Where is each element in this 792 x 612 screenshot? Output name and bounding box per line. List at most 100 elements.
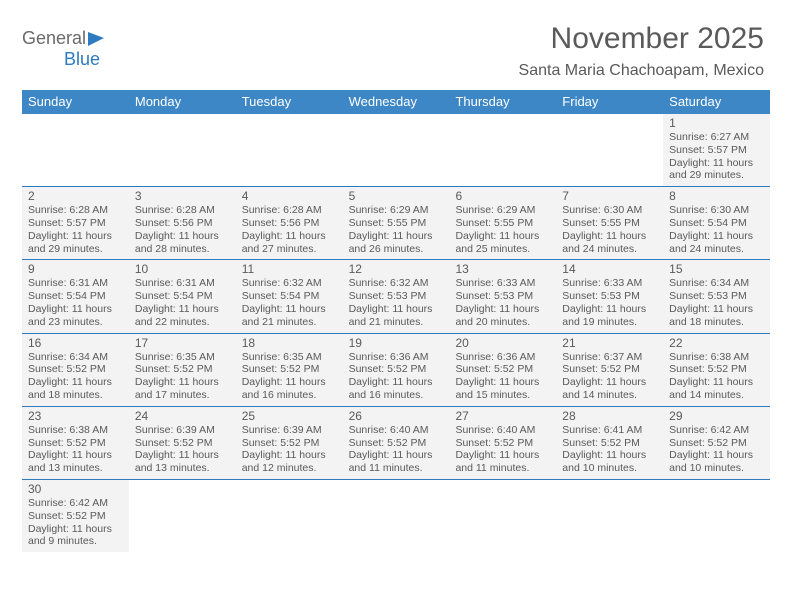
daylight-text: Daylight: 11 hours xyxy=(562,376,659,389)
daylight-text: and 21 minutes. xyxy=(242,316,339,329)
daylight-text: and 29 minutes. xyxy=(669,169,766,182)
sunset-text: Sunset: 5:52 PM xyxy=(349,363,446,376)
day-cell: 9Sunrise: 6:31 AMSunset: 5:54 PMDaylight… xyxy=(22,260,129,332)
brand-part1: General xyxy=(22,28,86,48)
day-number: 27 xyxy=(455,409,552,423)
day-cell xyxy=(236,480,343,552)
daylight-text: and 24 minutes. xyxy=(669,243,766,256)
day-number: 23 xyxy=(28,409,125,423)
daylight-text: and 19 minutes. xyxy=(562,316,659,329)
day-number: 16 xyxy=(28,336,125,350)
daylight-text: Daylight: 11 hours xyxy=(135,449,232,462)
day-cell: 12Sunrise: 6:32 AMSunset: 5:53 PMDayligh… xyxy=(343,260,450,332)
sunrise-text: Sunrise: 6:28 AM xyxy=(135,204,232,217)
day-cell xyxy=(556,480,663,552)
sunset-text: Sunset: 5:52 PM xyxy=(455,437,552,450)
sunrise-text: Sunrise: 6:30 AM xyxy=(669,204,766,217)
daylight-text: Daylight: 11 hours xyxy=(135,303,232,316)
day-number: 10 xyxy=(135,262,232,276)
header: November 2025 Santa Maria Chachoapam, Me… xyxy=(22,22,770,80)
sunset-text: Sunset: 5:52 PM xyxy=(242,437,339,450)
day-cell xyxy=(129,480,236,552)
daylight-text: and 22 minutes. xyxy=(135,316,232,329)
daylight-text: and 25 minutes. xyxy=(455,243,552,256)
daylight-text: Daylight: 11 hours xyxy=(455,230,552,243)
week-row: 1Sunrise: 6:27 AMSunset: 5:57 PMDaylight… xyxy=(22,114,770,187)
day-cell: 23Sunrise: 6:38 AMSunset: 5:52 PMDayligh… xyxy=(22,407,129,479)
sunrise-text: Sunrise: 6:32 AM xyxy=(242,277,339,290)
daylight-text: and 15 minutes. xyxy=(455,389,552,402)
dayhead-tue: Tuesday xyxy=(236,90,343,114)
daylight-text: and 13 minutes. xyxy=(135,462,232,475)
day-number: 2 xyxy=(28,189,125,203)
day-number: 21 xyxy=(562,336,659,350)
sunset-text: Sunset: 5:52 PM xyxy=(242,363,339,376)
sunset-text: Sunset: 5:52 PM xyxy=(669,363,766,376)
day-cell xyxy=(343,480,450,552)
day-cell: 15Sunrise: 6:34 AMSunset: 5:53 PMDayligh… xyxy=(663,260,770,332)
sunrise-text: Sunrise: 6:39 AM xyxy=(135,424,232,437)
daylight-text: and 16 minutes. xyxy=(349,389,446,402)
day-cell: 29Sunrise: 6:42 AMSunset: 5:52 PMDayligh… xyxy=(663,407,770,479)
day-cell: 7Sunrise: 6:30 AMSunset: 5:55 PMDaylight… xyxy=(556,187,663,259)
day-cell: 20Sunrise: 6:36 AMSunset: 5:52 PMDayligh… xyxy=(449,334,556,406)
day-cell: 2Sunrise: 6:28 AMSunset: 5:57 PMDaylight… xyxy=(22,187,129,259)
day-number: 3 xyxy=(135,189,232,203)
daylight-text: and 21 minutes. xyxy=(349,316,446,329)
sunrise-text: Sunrise: 6:27 AM xyxy=(669,131,766,144)
sunset-text: Sunset: 5:52 PM xyxy=(455,363,552,376)
sunrise-text: Sunrise: 6:30 AM xyxy=(562,204,659,217)
sunrise-text: Sunrise: 6:35 AM xyxy=(135,351,232,364)
dayhead-fri: Friday xyxy=(556,90,663,114)
day-cell: 3Sunrise: 6:28 AMSunset: 5:56 PMDaylight… xyxy=(129,187,236,259)
daylight-text: Daylight: 11 hours xyxy=(669,230,766,243)
daylight-text: and 24 minutes. xyxy=(562,243,659,256)
sunset-text: Sunset: 5:53 PM xyxy=(669,290,766,303)
daylight-text: Daylight: 11 hours xyxy=(669,303,766,316)
sunset-text: Sunset: 5:52 PM xyxy=(349,437,446,450)
daylight-text: Daylight: 11 hours xyxy=(242,376,339,389)
day-number: 5 xyxy=(349,189,446,203)
day-header-row: Sunday Monday Tuesday Wednesday Thursday… xyxy=(22,90,770,114)
daylight-text: and 14 minutes. xyxy=(669,389,766,402)
sunset-text: Sunset: 5:54 PM xyxy=(135,290,232,303)
sunrise-text: Sunrise: 6:29 AM xyxy=(349,204,446,217)
daylight-text: Daylight: 11 hours xyxy=(562,449,659,462)
day-cell xyxy=(449,480,556,552)
daylight-text: and 10 minutes. xyxy=(562,462,659,475)
day-cell: 24Sunrise: 6:39 AMSunset: 5:52 PMDayligh… xyxy=(129,407,236,479)
sunset-text: Sunset: 5:56 PM xyxy=(135,217,232,230)
page-title: November 2025 xyxy=(22,22,764,56)
sunrise-text: Sunrise: 6:31 AM xyxy=(135,277,232,290)
daylight-text: Daylight: 11 hours xyxy=(242,303,339,316)
sunset-text: Sunset: 5:52 PM xyxy=(135,437,232,450)
calendar: Sunday Monday Tuesday Wednesday Thursday… xyxy=(22,90,770,552)
day-cell: 16Sunrise: 6:34 AMSunset: 5:52 PMDayligh… xyxy=(22,334,129,406)
daylight-text: Daylight: 11 hours xyxy=(242,449,339,462)
daylight-text: Daylight: 11 hours xyxy=(669,449,766,462)
day-cell: 10Sunrise: 6:31 AMSunset: 5:54 PMDayligh… xyxy=(129,260,236,332)
day-number: 20 xyxy=(455,336,552,350)
daylight-text: and 14 minutes. xyxy=(562,389,659,402)
daylight-text: Daylight: 11 hours xyxy=(28,376,125,389)
sunrise-text: Sunrise: 6:37 AM xyxy=(562,351,659,364)
daylight-text: Daylight: 11 hours xyxy=(455,303,552,316)
daylight-text: Daylight: 11 hours xyxy=(135,230,232,243)
daylight-text: and 10 minutes. xyxy=(669,462,766,475)
daylight-text: Daylight: 11 hours xyxy=(135,376,232,389)
sunset-text: Sunset: 5:57 PM xyxy=(669,144,766,157)
sunset-text: Sunset: 5:57 PM xyxy=(28,217,125,230)
sunrise-text: Sunrise: 6:41 AM xyxy=(562,424,659,437)
location-text: Santa Maria Chachoapam, Mexico xyxy=(22,62,764,80)
daylight-text: and 17 minutes. xyxy=(135,389,232,402)
sunset-text: Sunset: 5:52 PM xyxy=(562,363,659,376)
week-row: 9Sunrise: 6:31 AMSunset: 5:54 PMDaylight… xyxy=(22,260,770,333)
sunrise-text: Sunrise: 6:38 AM xyxy=(669,351,766,364)
daylight-text: and 27 minutes. xyxy=(242,243,339,256)
day-cell: 11Sunrise: 6:32 AMSunset: 5:54 PMDayligh… xyxy=(236,260,343,332)
day-number: 7 xyxy=(562,189,659,203)
daylight-text: Daylight: 11 hours xyxy=(349,449,446,462)
sunset-text: Sunset: 5:54 PM xyxy=(669,217,766,230)
day-number: 26 xyxy=(349,409,446,423)
daylight-text: and 12 minutes. xyxy=(242,462,339,475)
